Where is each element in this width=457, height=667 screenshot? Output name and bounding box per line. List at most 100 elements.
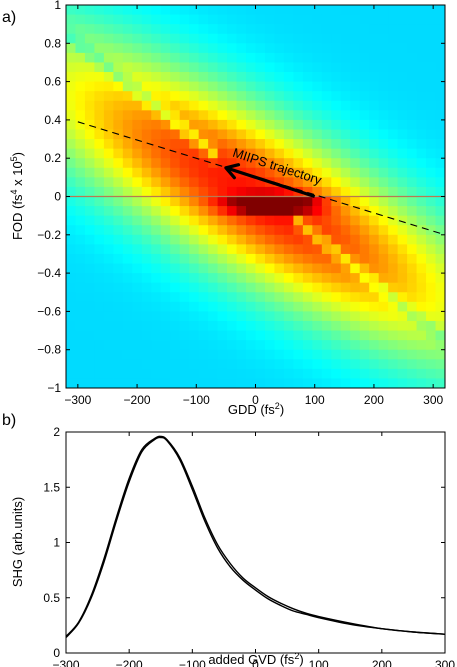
heatmap-cell <box>75 158 86 169</box>
heatmap-cell <box>227 311 238 322</box>
heatmap-cell <box>179 52 190 64</box>
heatmap-cell <box>274 311 285 322</box>
heatmap-cell <box>416 225 427 236</box>
heatmap-cell <box>302 215 313 226</box>
heatmap-cell <box>435 378 445 388</box>
heatmap-cell <box>122 177 133 188</box>
heatmap-cell <box>274 349 285 360</box>
heatmap-cell <box>94 215 105 226</box>
heatmap-cell <box>397 43 408 54</box>
heatmap-cell <box>84 52 96 64</box>
heatmap-cell <box>246 244 257 255</box>
heatmap-cell <box>312 72 323 83</box>
y-tick-label: 0 <box>53 646 60 660</box>
heatmap-cell <box>340 263 351 274</box>
heatmap-cell <box>208 52 219 64</box>
heatmap-cell <box>132 81 143 92</box>
heatmap-cell <box>331 62 342 73</box>
heatmap-cell <box>66 148 77 159</box>
heatmap-cell <box>359 301 370 312</box>
heatmap-cell <box>141 253 152 265</box>
heatmap-cell <box>170 24 181 35</box>
heatmap-cell <box>264 378 276 388</box>
heatmap-cell <box>397 225 408 236</box>
heatmap-cell <box>397 177 408 188</box>
heatmap-cell <box>113 320 124 332</box>
heatmap-cell <box>369 158 380 169</box>
heatmap-cell <box>274 330 285 341</box>
heatmap-cell <box>350 177 361 188</box>
heatmap-cell <box>94 72 105 83</box>
heatmap-cell <box>141 378 152 388</box>
heatmap-cell <box>75 349 86 360</box>
heatmap-cell <box>321 311 332 322</box>
heatmap-cell <box>132 91 143 102</box>
heatmap-cell <box>179 301 190 312</box>
heatmap-cell <box>141 100 152 111</box>
heatmap-cell <box>151 100 162 111</box>
heatmap-cell <box>94 186 105 198</box>
heatmap-cell <box>103 158 114 169</box>
heatmap-cell <box>435 234 445 245</box>
heatmap-cell <box>141 340 152 351</box>
heatmap-cell <box>426 359 437 370</box>
heatmap-cell <box>302 282 313 293</box>
heatmap-cell <box>416 320 427 332</box>
heatmap-cell <box>426 62 437 73</box>
heatmap-cell <box>331 52 342 64</box>
heatmap-cell <box>208 340 219 351</box>
heatmap-cell <box>160 91 171 102</box>
heatmap-cell <box>350 320 361 332</box>
heatmap-cell <box>141 349 152 360</box>
heatmap-cell <box>274 359 285 370</box>
heatmap-cell <box>122 215 133 226</box>
heatmap-cell <box>378 225 389 236</box>
heatmap-cell <box>160 24 171 35</box>
heatmap-cell <box>283 186 294 198</box>
heatmap-cell <box>94 52 105 64</box>
heatmap-cell <box>350 244 361 255</box>
heatmap-cell <box>208 24 219 35</box>
heatmap-cell <box>350 24 361 35</box>
heatmap-cell <box>350 359 361 370</box>
heatmap-cell <box>236 282 247 293</box>
heatmap-cell <box>359 62 370 73</box>
heatmap-cell <box>122 119 133 131</box>
heatmap-cell <box>208 311 219 322</box>
x-tick-label: −100 <box>183 393 210 407</box>
heatmap-cell <box>426 368 437 380</box>
heatmap-cell <box>189 52 200 64</box>
heatmap-cell <box>236 139 247 150</box>
heatmap-cell <box>84 301 96 312</box>
heatmap-cell <box>378 359 389 370</box>
heatmap-cell <box>75 244 86 255</box>
heatmap-cell <box>293 177 304 188</box>
heatmap-cell <box>141 91 152 102</box>
heatmap-cell <box>331 301 342 312</box>
heatmap-cell <box>378 43 389 54</box>
heatmap-cell <box>302 148 313 159</box>
heatmap-cell <box>160 158 171 169</box>
heatmap-cell <box>369 244 380 255</box>
heatmap-cell <box>170 273 181 284</box>
heatmap-cell <box>435 340 445 351</box>
heatmap-cell <box>189 378 200 388</box>
heatmap-cell <box>227 52 238 64</box>
heatmap-cell <box>141 282 152 293</box>
heatmap-cell <box>113 81 124 92</box>
heatmap-cell <box>132 340 143 351</box>
heatmap-cell <box>66 215 77 226</box>
heatmap-cell <box>283 359 294 370</box>
heatmap-cell <box>435 52 445 64</box>
heatmap-cell <box>274 62 285 73</box>
heatmap-cell <box>236 24 247 35</box>
heatmap-cell <box>84 368 96 380</box>
heatmap-cell <box>170 253 181 265</box>
heatmap-cell <box>340 320 351 332</box>
heatmap-cell <box>378 148 389 159</box>
heatmap-cell <box>236 368 247 380</box>
heatmap-cell <box>350 72 361 83</box>
heatmap-cell <box>255 359 266 370</box>
heatmap-cell <box>103 253 114 265</box>
heatmap-cell <box>198 206 209 217</box>
